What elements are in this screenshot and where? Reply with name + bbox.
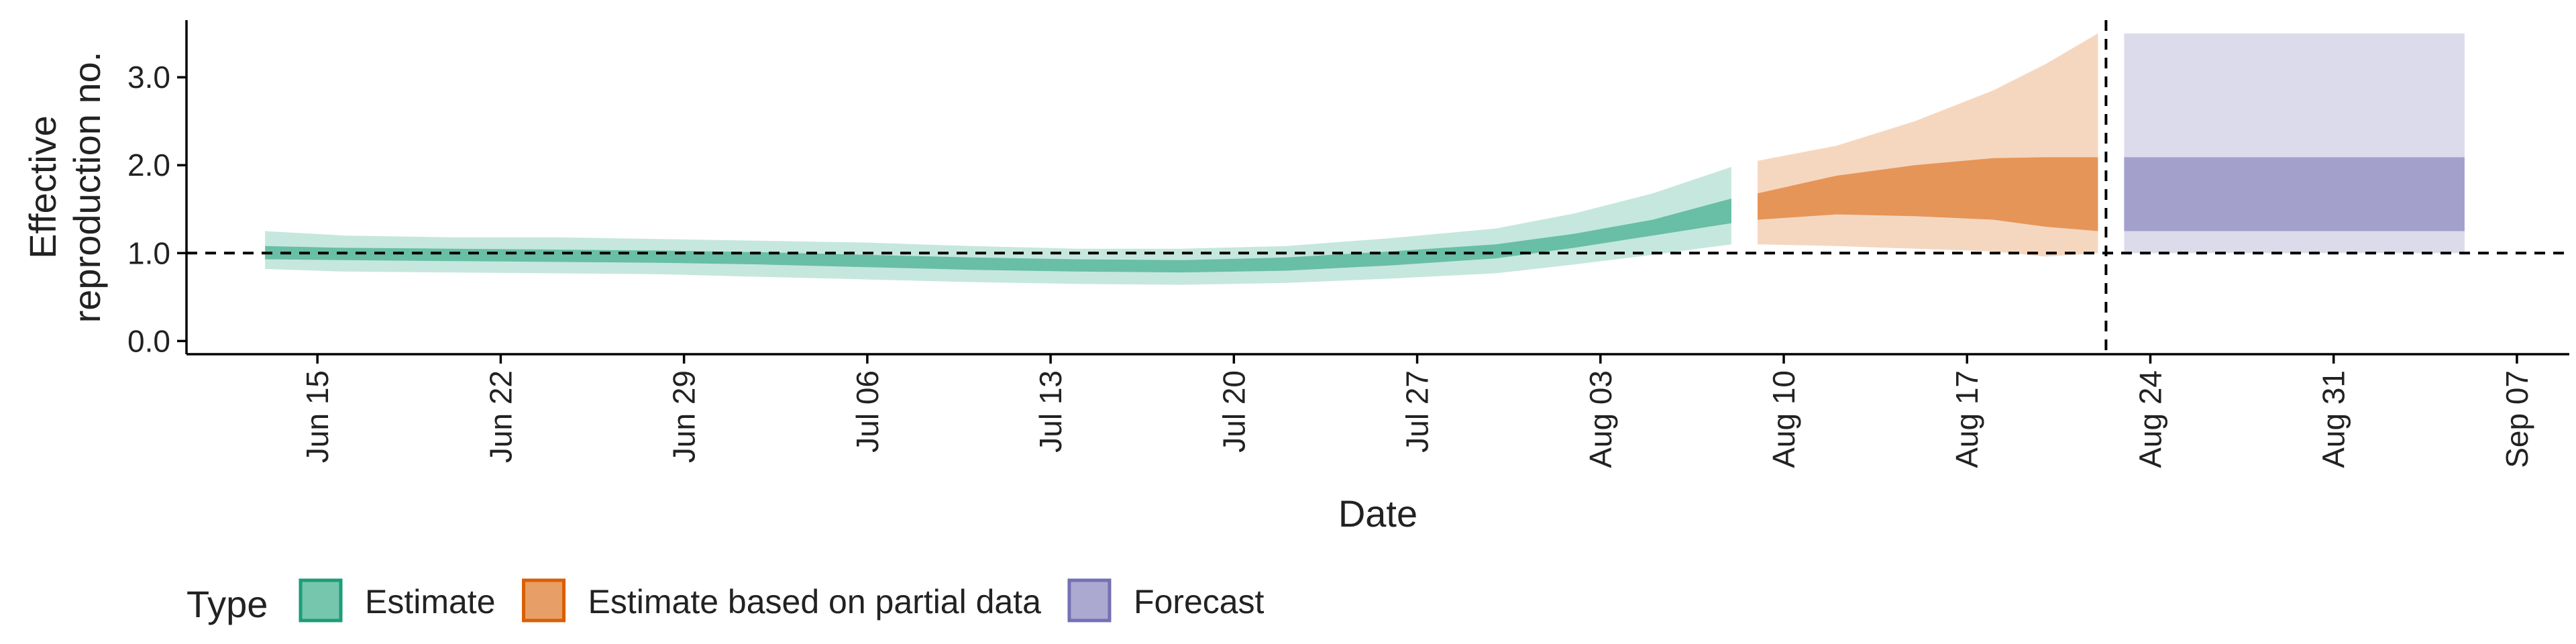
x-tick-label: Aug 31 — [2316, 370, 2351, 468]
y-axis-title: Effectivereproduction no. — [21, 52, 108, 323]
band-layer — [265, 33, 2465, 285]
y-axis-title-line: reproduction no. — [66, 52, 108, 323]
legend-title: Type — [186, 583, 268, 625]
x-tick-label: Jul 06 — [850, 370, 885, 453]
y-tick-label: 3.0 — [127, 60, 170, 95]
tick-layer: 0.0 1.0 2.0 3.0 Jun 15 Jun 22 Jun 29 Jul 06 Jul … — [127, 60, 2534, 468]
x-tick-label: Jun 15 — [300, 370, 335, 463]
axes — [185, 20, 2569, 356]
x-tick-label: Aug 17 — [1949, 370, 1984, 468]
y-tick-label: 2.0 — [127, 148, 170, 182]
reference-lines — [186, 20, 2569, 354]
band-inner-1 — [265, 199, 1731, 273]
legend-item-label: Estimate — [365, 583, 496, 621]
x-tick-label: Jul 27 — [1400, 370, 1435, 453]
y-tick-label: 0.0 — [127, 323, 170, 358]
legend-item-label: Forecast — [1134, 583, 1265, 621]
x-tick-label: Jul 20 — [1216, 370, 1251, 453]
x-tick-label: Sep 07 — [2500, 370, 2534, 468]
legend-swatch-1 — [299, 578, 343, 623]
legend-swatch-3 — [1067, 578, 1112, 623]
legend-swatch-2 — [522, 578, 566, 623]
x-axis-title: Date — [1338, 492, 1417, 535]
x-tick-label: Aug 24 — [2133, 370, 2167, 468]
legend-item-label: Estimate based on partial data — [588, 583, 1042, 621]
x-tick-label: Jun 29 — [667, 370, 702, 463]
x-tick-label: Jun 22 — [483, 370, 518, 463]
legend: Type Estimate Estimate based on partial d… — [186, 578, 1265, 625]
band-inner-2 — [1758, 157, 2098, 231]
x-tick-label: Aug 10 — [1766, 370, 1801, 468]
y-tick-label: 1.0 — [127, 235, 170, 270]
x-tick-label: Aug 03 — [1583, 370, 1618, 468]
band-inner-3 — [2124, 157, 2465, 231]
x-tick-label: Jul 13 — [1033, 370, 1068, 453]
y-axis-title-line: Effective — [21, 115, 64, 259]
